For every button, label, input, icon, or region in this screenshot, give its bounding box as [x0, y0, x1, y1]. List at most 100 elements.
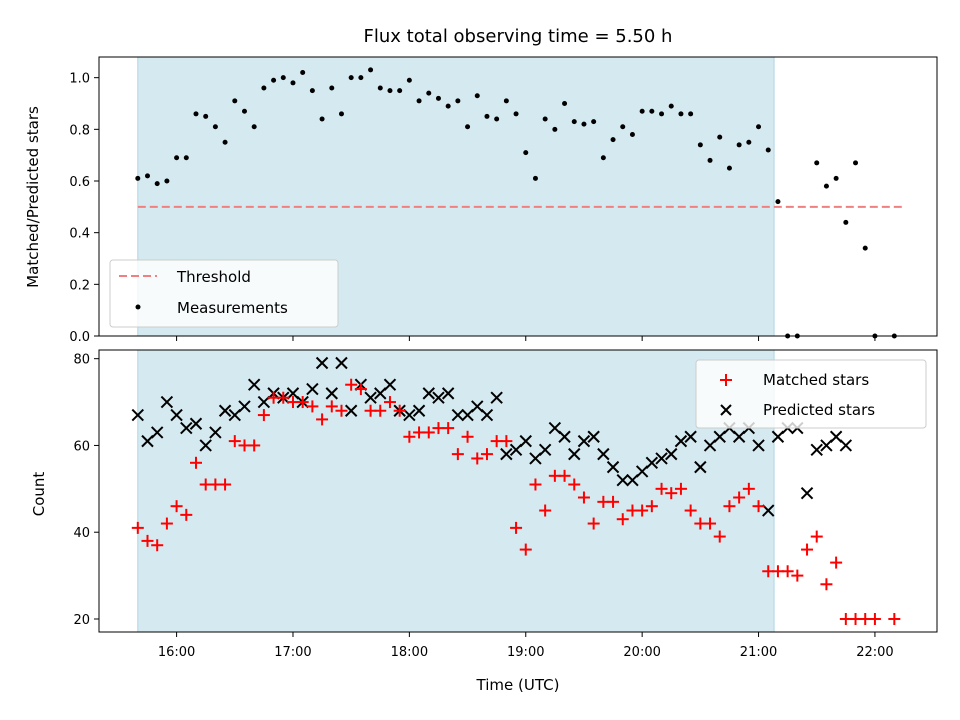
matched-star-point	[345, 378, 358, 391]
predicted-star-point	[422, 387, 435, 400]
ratio-legend: Threshold Measurements	[109, 259, 339, 328]
matched-star-point	[645, 500, 658, 513]
matched-star-point	[529, 478, 542, 491]
count-y-tick-label: 60	[73, 439, 90, 454]
matched-star-point	[607, 495, 620, 508]
predicted-star-point	[315, 356, 329, 370]
predicted-star-point	[509, 443, 523, 456]
predicted-star-point	[519, 434, 532, 448]
measurement-point	[348, 75, 354, 81]
measurement-point	[154, 181, 160, 187]
predicted-star-point	[238, 400, 251, 413]
measurement-point	[552, 126, 558, 132]
predicted-star-point	[548, 421, 562, 435]
count-x-tick-label: 19:00	[507, 645, 544, 660]
measurement-point	[833, 175, 839, 181]
matched-star-point	[151, 539, 164, 552]
measurement-point	[756, 124, 762, 130]
predicted-star-point	[383, 378, 397, 391]
measurement-point	[222, 139, 228, 145]
observing-span-bottom	[137, 349, 775, 633]
predicted-star-point	[762, 504, 775, 517]
chart-title: Flux total observing time = 5.50 h	[364, 26, 673, 47]
matched-star-point	[742, 482, 755, 495]
measurement-point	[232, 98, 238, 104]
predicted-star-point	[665, 447, 678, 461]
matched-star-point	[539, 504, 552, 517]
matched-star-point	[655, 482, 668, 495]
predicted-star-point	[286, 387, 300, 400]
predicted-star-point	[228, 408, 241, 422]
count-y-tick-label: 40	[73, 526, 90, 541]
matched-star-point	[704, 517, 717, 530]
measurement-point	[368, 67, 374, 73]
predicted-star-point	[703, 439, 717, 452]
measurement-point	[193, 111, 199, 117]
measurement-point	[678, 111, 684, 117]
legend-predicted-swatch	[720, 404, 732, 416]
measurement-point	[717, 134, 723, 140]
measurement-point	[241, 108, 247, 114]
predicted-star-point	[694, 460, 707, 474]
legend-matched-swatch	[720, 374, 732, 386]
measurement-point	[629, 132, 635, 137]
predicted-star-point	[538, 443, 552, 456]
matched-star-point	[219, 478, 232, 491]
predicted-star-point	[800, 486, 814, 500]
ratio-panel: 0.0 0.2 0.4 0.6 0.8 1.0 Matched/Predicted sta…	[24, 56, 938, 345]
ratio-y-tick-label: 0.0	[69, 330, 90, 345]
measurement-point	[610, 137, 616, 143]
predicted-star-point	[500, 447, 513, 461]
matched-star-point	[713, 530, 726, 543]
predicted-star-point	[160, 395, 174, 409]
matched-star-point	[306, 400, 319, 413]
predicted-star-point	[684, 430, 697, 443]
measurement-point	[280, 75, 286, 81]
predicted-star-point	[141, 434, 154, 448]
matched-star-point	[810, 530, 823, 543]
measurement-point	[484, 113, 490, 119]
predicted-star-point	[344, 404, 358, 417]
matched-star-point	[335, 404, 348, 417]
predicted-star-point	[189, 417, 203, 430]
measurement-point	[523, 150, 529, 156]
count-legend-box	[695, 359, 927, 429]
measurement-point	[183, 155, 189, 161]
predicted-star-point	[471, 400, 484, 413]
matched-star-point	[568, 478, 581, 491]
measurement-point	[377, 85, 383, 91]
matched-star-point	[733, 491, 746, 504]
matched-star-point	[500, 435, 513, 448]
measurement-point	[358, 75, 364, 81]
predicted-star-point	[199, 439, 212, 452]
measurement-point	[300, 70, 306, 75]
measurement-point	[668, 103, 674, 109]
predicted-star-point	[829, 430, 843, 443]
predicted-star-point	[335, 356, 348, 370]
measurement-point	[775, 199, 781, 205]
predicted-star-point	[587, 430, 600, 443]
measurement-point	[406, 77, 412, 83]
predicted-star-point	[529, 452, 542, 465]
matched-star-point	[248, 439, 261, 452]
matched-star-point	[131, 521, 144, 534]
ratio-y-tick-label: 0.6	[69, 175, 90, 190]
measurement-point	[271, 77, 277, 83]
predicted-star-point	[257, 395, 271, 409]
measurement-point	[542, 116, 548, 122]
measurement-point	[435, 95, 441, 101]
measurement-point	[571, 119, 577, 125]
predicted-star-point	[247, 378, 261, 391]
matched-star-point	[228, 435, 241, 448]
predicted-star-point	[655, 452, 668, 465]
ratio-y-axis-label: Matched/Predicted stars	[24, 106, 42, 288]
predicted-star-point	[645, 456, 659, 470]
predicted-star-point	[558, 430, 571, 443]
count-y-tick-label: 20	[73, 613, 90, 628]
predicted-star-point	[480, 408, 494, 422]
matched-star-point	[451, 448, 464, 461]
measurement-point	[338, 111, 344, 117]
measurement-point	[203, 113, 209, 119]
measurement-point	[639, 108, 645, 114]
predicted-star-point	[218, 404, 232, 417]
